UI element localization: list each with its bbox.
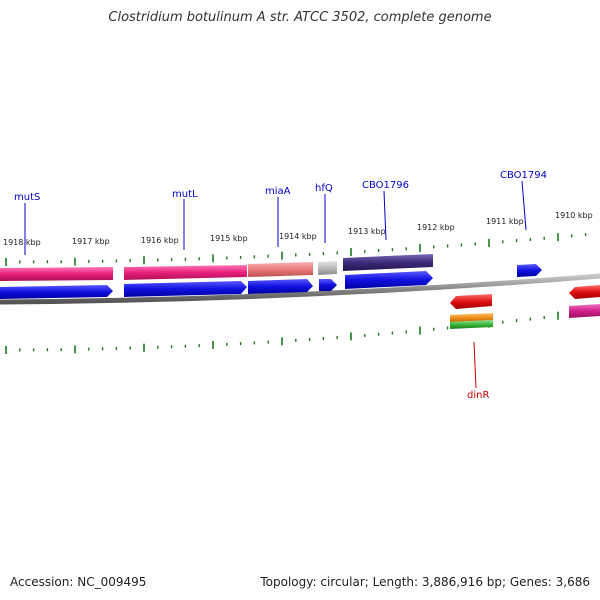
cds-feature[interactable] bbox=[124, 281, 247, 297]
tick-label: 1915 kbp bbox=[210, 234, 248, 243]
reverse-feature-track bbox=[450, 285, 600, 329]
upper-feature-track bbox=[0, 254, 433, 281]
gene-label-muts[interactable]: mutS bbox=[14, 192, 40, 203]
gene-feature[interactable] bbox=[248, 262, 313, 277]
genome-backbone bbox=[0, 273, 600, 305]
gene-label-mutl[interactable]: mutL bbox=[172, 189, 198, 200]
tick-label: 1911 kbp bbox=[486, 217, 524, 226]
tick-label: 1912 kbp bbox=[417, 223, 455, 232]
gene-feature[interactable] bbox=[450, 320, 493, 329]
cds-feature-reverse[interactable] bbox=[569, 285, 600, 299]
tick-labels: 1918 kbp 1917 kbp 1916 kbp 1915 kbp 1914… bbox=[3, 211, 593, 247]
gene-label-hfq[interactable]: hfQ bbox=[315, 183, 333, 194]
cds-forward-track bbox=[0, 264, 542, 299]
tick-label: 1913 kbp bbox=[348, 227, 386, 236]
tick-label: 1914 kbp bbox=[279, 232, 317, 241]
map-title: Clostridium botulinum A str. ATCC 3502, … bbox=[108, 10, 492, 25]
gene-feature[interactable] bbox=[343, 254, 433, 271]
gene-feature[interactable] bbox=[450, 313, 493, 322]
label-leaders bbox=[24, 180, 527, 389]
cds-feature[interactable] bbox=[248, 279, 313, 294]
gene-label-dinr[interactable]: dinR bbox=[467, 390, 489, 401]
cds-feature[interactable] bbox=[345, 271, 433, 289]
cds-feature-reverse[interactable] bbox=[450, 294, 492, 309]
tick-label: 1910 kbp bbox=[555, 211, 593, 220]
gene-label-cbo1794[interactable]: CBO1794 bbox=[500, 170, 547, 181]
tick-label: 1917 kbp bbox=[72, 237, 110, 246]
gene-label-miaa[interactable]: miaA bbox=[265, 186, 291, 197]
gene-feature[interactable] bbox=[124, 265, 247, 280]
cds-feature[interactable] bbox=[517, 264, 542, 277]
gene-feature[interactable] bbox=[569, 304, 600, 318]
gene-labels: mutS mutL miaA hfQ CBO1796 CBO1794 dinR bbox=[14, 170, 547, 401]
gene-feature[interactable] bbox=[318, 261, 337, 275]
upper-tick-row bbox=[5, 233, 587, 266]
tick-label: 1918 kbp bbox=[3, 238, 41, 247]
genome-summary-text: Topology: circular; Length: 3,886,916 bp… bbox=[260, 575, 590, 589]
lower-tick-row bbox=[5, 310, 587, 354]
cds-feature[interactable] bbox=[0, 285, 113, 299]
cds-feature[interactable] bbox=[319, 279, 337, 291]
gene-feature[interactable] bbox=[0, 267, 113, 281]
tick-label: 1916 kbp bbox=[141, 236, 179, 245]
gene-label-cbo1796[interactable]: CBO1796 bbox=[362, 180, 409, 191]
accession-text: Accession: NC_009495 bbox=[10, 575, 147, 589]
